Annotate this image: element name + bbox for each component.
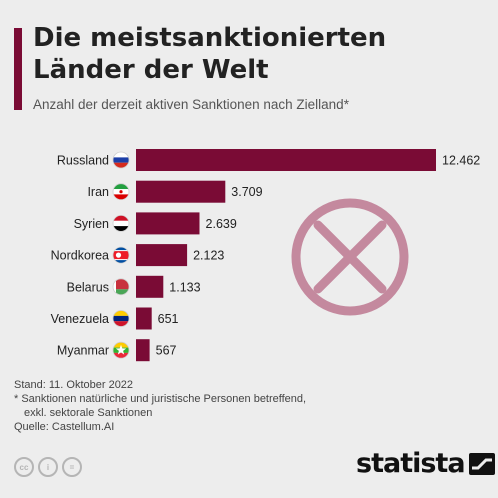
- iran-flag-icon: [112, 183, 130, 201]
- title-line-2: Länder der Welt: [33, 55, 269, 85]
- bar: [136, 275, 164, 298]
- bar-chart: Russland 12.462 Iran 3.709 Syrien 2.639 Nordko…: [51, 149, 480, 362]
- category-label: Belarus: [67, 280, 109, 294]
- syria-flag-icon-border: [112, 215, 130, 232]
- category-label: Iran: [87, 185, 109, 199]
- myanmar-flag-icon: [112, 341, 130, 359]
- category-label: Nordkorea: [51, 249, 109, 263]
- russia-flag-icon-border: [112, 151, 130, 169]
- chart-subtitle: Anzahl der derzeit aktiven Sanktionen na…: [33, 97, 349, 112]
- bar: [136, 149, 436, 171]
- title-line-1: Die meistsanktionierten: [33, 23, 387, 53]
- value-label: 567: [156, 344, 177, 358]
- venezuela-flag-icon: [112, 310, 130, 327]
- bar: [136, 212, 200, 235]
- footer-notes: Stand: 11. Oktober 2022 * Sanktionen nat…: [14, 378, 306, 434]
- footnote-line-2: exkl. sektorale Sanktionen: [24, 407, 153, 419]
- title-accent-bar: [14, 28, 22, 110]
- belarus-flag-icon: [112, 278, 130, 296]
- iran-flag-icon-border: [112, 183, 130, 201]
- belarus-flag-icon-border: [112, 278, 130, 296]
- north-korea-flag-icon: [112, 246, 130, 264]
- value-label: 2.639: [206, 217, 237, 231]
- nd-icon: =: [62, 457, 82, 477]
- footnote-line-1: * Sanktionen natürliche und juristische …: [14, 393, 307, 405]
- by-icon: i: [38, 457, 58, 477]
- category-label: Myanmar: [57, 344, 109, 358]
- bar: [136, 180, 226, 203]
- bar: [136, 339, 150, 362]
- brand-name: statista: [356, 448, 466, 479]
- russia-flag-icon: [112, 151, 130, 169]
- venezuela-flag-icon-border: [112, 310, 130, 327]
- category-label: Syrien: [74, 217, 109, 231]
- myanmar-flag-icon-border: [112, 341, 130, 359]
- value-label: 1.133: [169, 280, 200, 294]
- statista-logo-icon: [468, 452, 495, 475]
- chart-title: Die meistsanktionierten Länder der Welt: [33, 22, 473, 86]
- category-label: Russland: [57, 154, 109, 168]
- source-note: Quelle: Castellum.AI: [14, 421, 115, 433]
- north-korea-flag-icon-border: [112, 246, 130, 264]
- cross-circle-icon: [291, 198, 409, 316]
- statista-logo[interactable]: statista: [356, 448, 495, 479]
- cc-icon: cc: [14, 457, 34, 477]
- value-label: 12.462: [442, 154, 480, 168]
- syria-flag-icon: [112, 215, 130, 232]
- category-label: Venezuela: [51, 312, 109, 326]
- license-icons[interactable]: cc i =: [14, 457, 82, 477]
- value-label: 2.123: [193, 249, 224, 263]
- bar: [136, 244, 188, 267]
- value-label: 3.709: [231, 185, 262, 199]
- value-label: 651: [158, 312, 179, 326]
- bar: [136, 307, 152, 330]
- stand-date: Stand: 11. Oktober 2022: [14, 379, 134, 391]
